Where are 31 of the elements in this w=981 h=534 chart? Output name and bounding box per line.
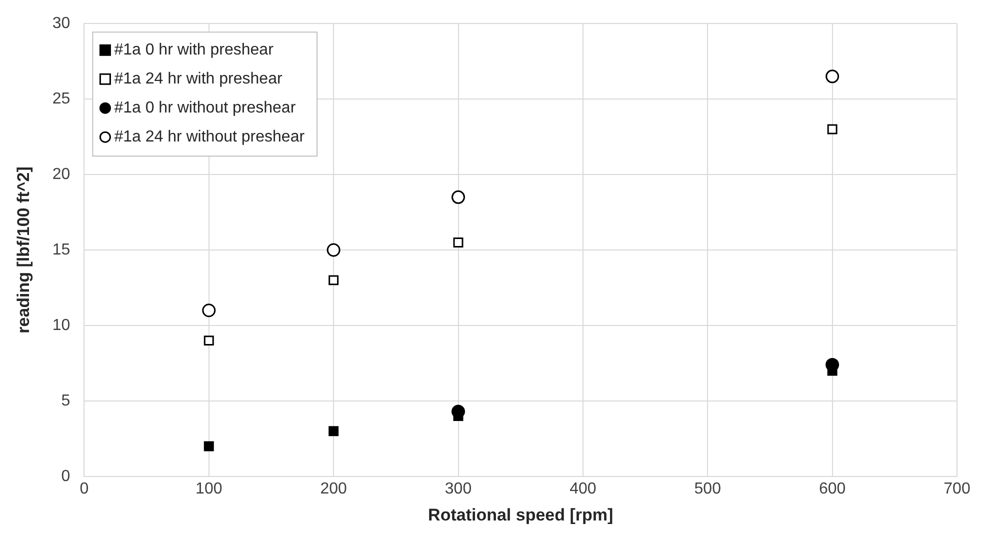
- point: [204, 336, 214, 346]
- y-tick-label: 0: [61, 468, 70, 485]
- y-tick-label: 15: [52, 241, 70, 258]
- y-tick-label: 5: [61, 392, 70, 410]
- point: [202, 304, 216, 318]
- point: [328, 426, 339, 436]
- y-tick-label: 20: [52, 166, 70, 183]
- x-tick-label: 700: [944, 480, 970, 498]
- x-tick-label: 600: [818, 480, 846, 498]
- x-tick-label: 300: [444, 480, 472, 498]
- y-tick-label: 25: [52, 90, 70, 108]
- x-tick-label: 200: [320, 480, 348, 498]
- point: [452, 190, 466, 204]
- y-axis-title: reading [lbf/100 ft^2]: [14, 166, 33, 334]
- legend-label: #1a 24 hr with preshear: [114, 70, 283, 88]
- point: [326, 243, 340, 257]
- point: [328, 275, 339, 286]
- point: [827, 124, 838, 134]
- x-tick-label: 0: [80, 480, 89, 498]
- x-tick-label: 500: [694, 480, 722, 498]
- point: [826, 70, 840, 84]
- legend-label: #1a 24 hr without preshear: [114, 128, 306, 146]
- point: [453, 237, 464, 248]
- legend-label: #1a 0 hr without preshear: [114, 100, 296, 117]
- point: [204, 441, 214, 452]
- x-tick-label: 400: [570, 480, 596, 498]
- x-tick-label: 100: [196, 480, 222, 498]
- legend-label: #1a 0 hr with preshear: [114, 42, 274, 59]
- y-tick-label: 30: [52, 15, 70, 32]
- y-tick-label: 10: [52, 316, 70, 334]
- x-axis-title: Rotational speed [rpm]: [428, 505, 614, 524]
